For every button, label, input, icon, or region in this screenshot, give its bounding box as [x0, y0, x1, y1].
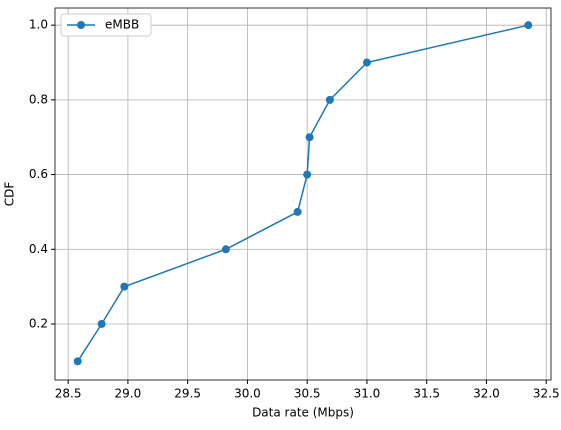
y-tick-label: 0.4: [29, 242, 48, 256]
legend-marker: [77, 21, 85, 29]
data-point: [293, 207, 302, 216]
x-tick-label: 31.5: [413, 387, 440, 401]
y-axis-label: CDF: [3, 182, 17, 207]
y-tick-label: 0.2: [29, 316, 48, 330]
x-axis-label: Data rate (Mbps): [252, 406, 354, 420]
data-point: [524, 21, 533, 30]
x-tick-label: 29.5: [174, 387, 201, 401]
x-tick-label: 30.5: [294, 387, 321, 401]
data-point: [97, 319, 106, 328]
data-point: [303, 170, 312, 179]
data-point: [305, 133, 314, 142]
y-tick-label: 0.6: [29, 167, 48, 181]
plot-frame: [54, 7, 552, 381]
legend: eMBB: [60, 13, 152, 37]
data-point: [120, 282, 129, 291]
legend-box: [60, 13, 152, 37]
data-point: [221, 245, 230, 254]
x-tick-label: 32.5: [533, 387, 560, 401]
data-point: [325, 95, 334, 104]
x-tick-label: 31.0: [354, 387, 381, 401]
legend-label: eMBB: [105, 18, 139, 32]
x-tick-label: 29.0: [115, 387, 142, 401]
x-tick-label: 28.5: [55, 387, 82, 401]
data-point: [362, 58, 371, 67]
x-tick-label: 30.0: [234, 387, 261, 401]
y-tick-label: 0.8: [29, 92, 48, 106]
y-tick-label: 1.0: [29, 18, 48, 32]
x-tick-label: 32.0: [473, 387, 500, 401]
series-line: [77, 24, 529, 362]
data-point: [73, 357, 82, 366]
